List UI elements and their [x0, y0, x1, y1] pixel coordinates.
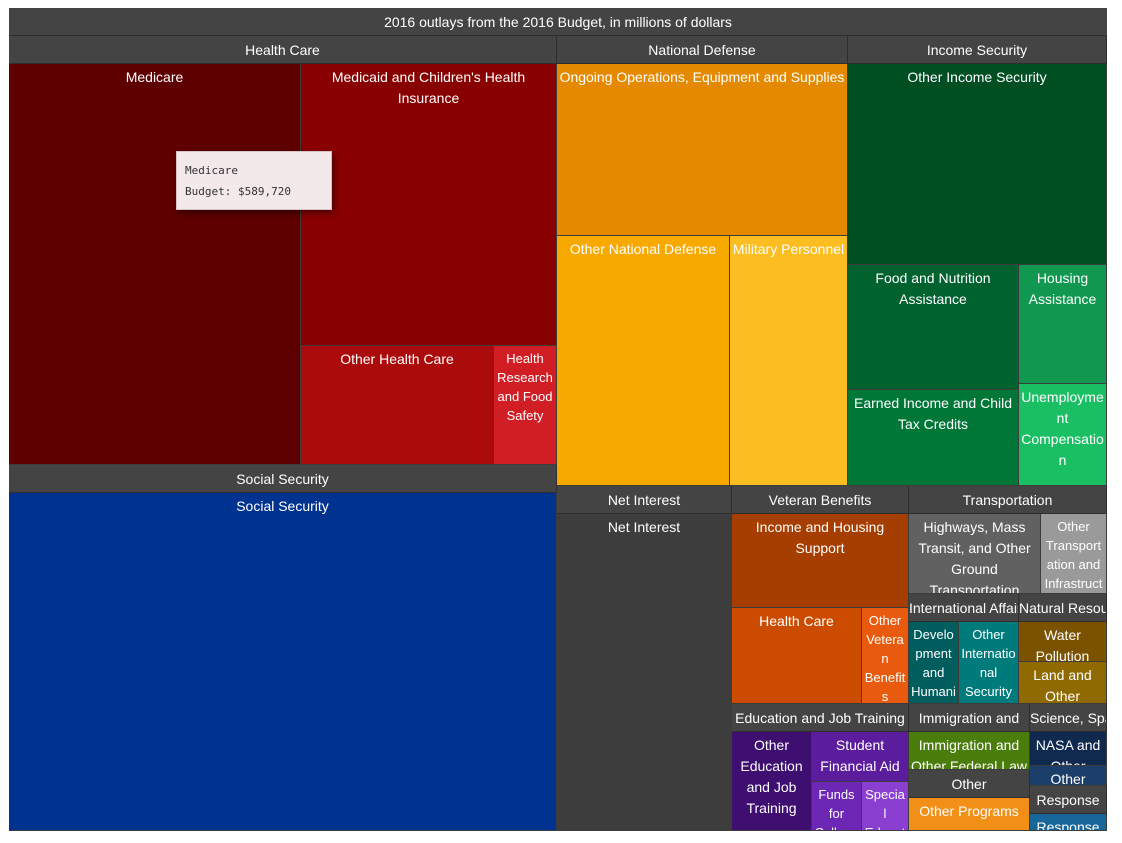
group-header-national-defense[interactable]: National Defense — [557, 36, 848, 64]
tile-other-national-defense[interactable]: Other National Defense — [557, 236, 730, 486]
group-header-immigration-law-enforcement[interactable]: Immigration and — [909, 704, 1030, 732]
group-header-international-affairs[interactable]: International Affairs — [909, 594, 1019, 622]
tile-medicaid-chip[interactable]: Medicaid and Children's Health Insurance — [301, 64, 557, 346]
tile-other-science[interactable]: Other Science — [1030, 766, 1107, 786]
tile-housing-assistance[interactable]: Housing Assistance — [1019, 265, 1107, 384]
chart-title: 2016 outlays from the 2016 Budget, in mi… — [9, 8, 1107, 36]
tile-other-programs[interactable]: Other Programs — [909, 798, 1030, 831]
tile-ongoing-operations[interactable]: Ongoing Operations, Equipment and Suppli… — [557, 64, 848, 236]
tile-nasa-other-science[interactable]: NASA and Other Science — [1030, 732, 1107, 766]
tile-veteran-income-housing-support[interactable]: Income and Housing Support — [732, 514, 909, 608]
tooltip-value: Budget: $589,720 — [185, 185, 291, 198]
tile-other-health-care[interactable]: Other Health Care — [301, 346, 494, 465]
tile-tooltip: Medicare Budget: $589,720 — [176, 151, 332, 210]
group-header-transportation[interactable]: Transportation — [909, 486, 1107, 514]
tile-funds-for-college[interactable]: Funds for College — [812, 782, 862, 831]
tile-net-interest[interactable]: Net Interest — [557, 514, 732, 831]
tile-earned-income-child-tax-credits[interactable]: Earned Income and Child Tax Credits — [848, 390, 1019, 486]
tile-health-research-food-safety[interactable]: Health Research and Food Safety — [494, 346, 557, 465]
group-header-health-care[interactable]: Health Care — [9, 36, 557, 64]
tile-other-transportation[interactable]: Other Transportation and Infrastructure — [1041, 514, 1107, 594]
tile-military-personnel[interactable]: Military Personnel — [730, 236, 848, 486]
tile-unemployment-compensation[interactable]: Unemployment Compensation — [1019, 384, 1107, 486]
tile-water-pollution-control[interactable]: Water Pollution Control — [1019, 622, 1107, 662]
tile-highways-mass-transit[interactable]: Highways, Mass Transit, and Other Ground… — [909, 514, 1041, 594]
group-header-net-interest[interactable]: Net Interest — [557, 486, 732, 514]
tile-other-income-security[interactable]: Other Income Security — [848, 64, 1107, 265]
tooltip-name: Medicare — [185, 164, 238, 177]
tile-other-international-security[interactable]: Other International Security Assistance — [959, 622, 1019, 704]
tile-response-to-natural-disasters[interactable]: Response to Natural Disasters — [1030, 814, 1107, 831]
group-header-response-natural-disasters[interactable]: Response — [1030, 786, 1107, 814]
tile-social-security[interactable]: Social Security — [9, 493, 557, 831]
group-header-education-job-training[interactable]: Education and Job Training — [732, 704, 909, 732]
group-header-veteran-benefits[interactable]: Veteran Benefits — [732, 486, 909, 514]
tile-student-financial-aid[interactable]: Student Financial Aid — [812, 732, 909, 782]
tile-special-education[interactable]: Special Education — [862, 782, 909, 831]
tile-development-humanitarian-assistance[interactable]: Development and Humanitarian Assistance — [909, 622, 959, 704]
group-header-income-security[interactable]: Income Security — [848, 36, 1107, 64]
group-header-science-space-technology[interactable]: Science, Space — [1030, 704, 1107, 732]
tile-land-other-management[interactable]: Land and Other Management — [1019, 662, 1107, 704]
group-header-natural-resources[interactable]: Natural Resources — [1019, 594, 1107, 622]
tile-immigration-other-law-enforcement[interactable]: Immigration and Other Federal Law Enforc… — [909, 732, 1030, 770]
group-header-social-security[interactable]: Social Security — [9, 465, 557, 493]
tile-food-nutrition-assistance[interactable]: Food and Nutrition Assistance — [848, 265, 1019, 390]
tile-medicare[interactable]: Medicare — [9, 64, 301, 465]
tile-other-education-job-training[interactable]: Other Education and Job Training — [732, 732, 812, 831]
group-header-other-group[interactable]: Other — [909, 770, 1030, 798]
tile-other-veteran-benefits[interactable]: Other Veteran Benefits — [862, 608, 909, 704]
tile-veteran-health-care[interactable]: Health Care — [732, 608, 862, 704]
